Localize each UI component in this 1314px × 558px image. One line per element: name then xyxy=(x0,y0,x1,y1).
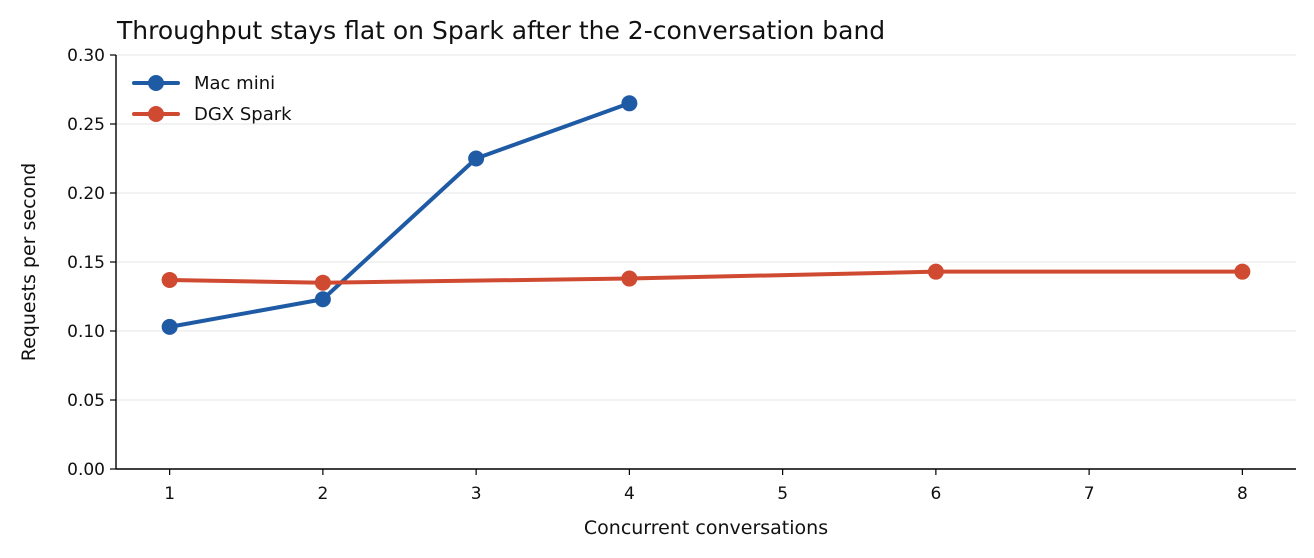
legend-swatch-marker xyxy=(148,75,164,91)
ticks: 0.00 0.05 0.10 0.15 0.20 0.25 0.30 1 2 3 4 5 6 7 8 xyxy=(67,46,1248,504)
data-point-dgx-spark xyxy=(1234,263,1251,280)
x-tick-label: 8 xyxy=(1237,484,1248,504)
legend-label: DGX Spark xyxy=(194,104,292,125)
y-tick-label: 0.15 xyxy=(67,253,105,273)
legend-swatch-marker xyxy=(148,106,164,122)
x-tick-label: 7 xyxy=(1084,484,1095,504)
data-point-dgx-spark xyxy=(314,274,331,291)
y-tick-label: 0.20 xyxy=(67,184,105,204)
data-point-mac-mini xyxy=(161,318,178,335)
series-group xyxy=(161,95,1251,335)
x-tick-label: 1 xyxy=(164,484,175,504)
gridlines xyxy=(116,54,1296,401)
y-tick-label: 0.25 xyxy=(67,115,105,135)
series-dgx-spark xyxy=(161,263,1251,291)
legend-item-mac-mini: Mac mini xyxy=(132,73,275,94)
data-point-dgx-spark xyxy=(927,263,944,280)
data-point-mac-mini xyxy=(621,95,638,112)
y-tick-label: 0.10 xyxy=(67,322,105,342)
x-axis-label: Concurrent conversations xyxy=(584,517,828,539)
legend-item-dgx-spark: DGX Spark xyxy=(132,104,292,125)
data-point-dgx-spark xyxy=(621,270,638,287)
data-point-mac-mini xyxy=(468,150,485,167)
y-tick-label: 0.30 xyxy=(67,46,105,66)
series-line-mac-mini xyxy=(167,101,632,329)
y-tick-label: 0.00 xyxy=(67,460,105,480)
x-tick-label: 2 xyxy=(317,484,328,504)
x-tick-label: 3 xyxy=(471,484,482,504)
data-point-dgx-spark xyxy=(161,271,178,288)
x-tick-label: 6 xyxy=(930,484,941,504)
series-mac-mini xyxy=(161,95,638,335)
y-tick-label: 0.05 xyxy=(67,391,105,411)
y-axis-label: Requests per second xyxy=(18,163,40,361)
x-tick-label: 4 xyxy=(624,484,635,504)
data-point-mac-mini xyxy=(314,291,331,308)
x-tick-label: 5 xyxy=(777,484,788,504)
legend-label: Mac mini xyxy=(194,73,275,94)
chart-title: Throughput stays flat on Spark after the… xyxy=(116,16,885,45)
legend: Mac mini DGX Spark xyxy=(132,73,292,125)
